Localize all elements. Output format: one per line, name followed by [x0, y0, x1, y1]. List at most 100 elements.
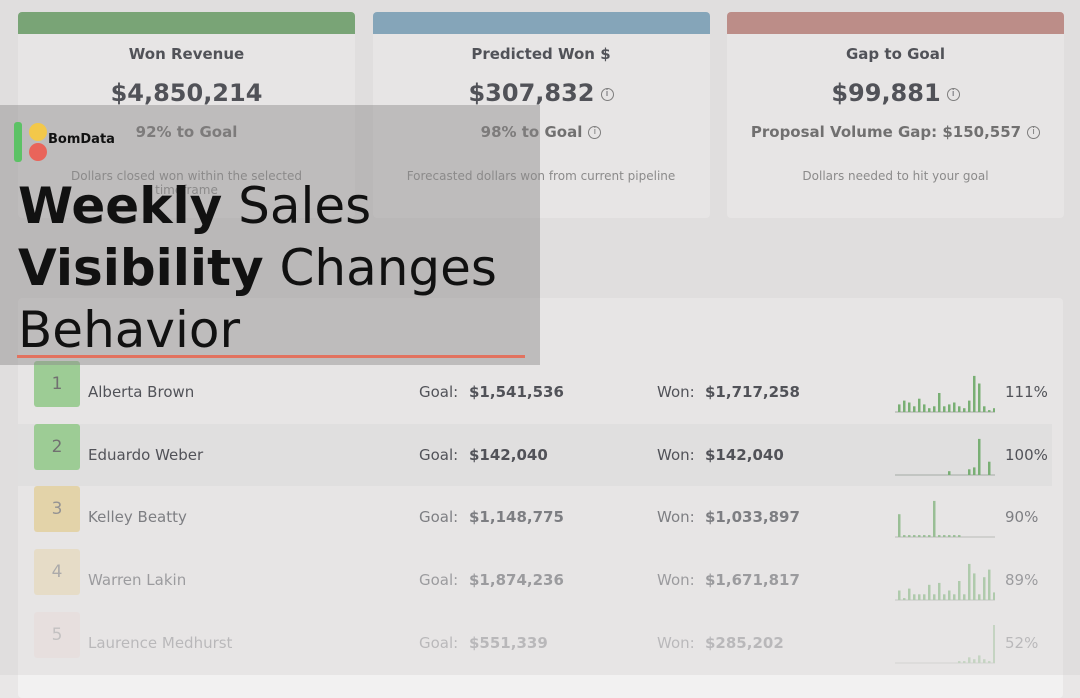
brand: BomData: [48, 132, 115, 147]
spark-bar: [923, 594, 926, 601]
won-label: Won:: [657, 445, 695, 464]
rank-badge: 5: [34, 611, 80, 658]
spark-bar: [908, 588, 911, 601]
value-text: $4,850,214: [110, 79, 263, 107]
goal-label: Goal:: [419, 445, 459, 464]
spark-bar: [973, 573, 976, 601]
headline-word: Visibility: [18, 239, 264, 297]
subtitle-text: 98% to Goal: [480, 123, 583, 141]
table-panel: [18, 298, 1063, 698]
percent: 111%: [1005, 383, 1048, 401]
spark-bar: [898, 404, 901, 412]
won: $285,202: [705, 633, 784, 652]
spark-bar: [953, 594, 956, 601]
spark-bar: [968, 657, 971, 663]
spark-bar: [938, 582, 941, 601]
card-subtitle: 98% to Goal i: [373, 123, 710, 141]
card-subtitle: Proposal Volume Gap: $150,557 i: [727, 123, 1064, 141]
rank-badge: 1: [34, 361, 80, 407]
name: Warren Lakin: [88, 571, 187, 590]
spark-bar: [958, 406, 961, 412]
spark-bar: [943, 535, 946, 538]
overlay: [0, 105, 540, 365]
spark-bar: [968, 400, 971, 412]
value-text: $307,832: [468, 79, 595, 107]
sparkline: [895, 624, 995, 664]
spark-bar: [988, 569, 991, 601]
card-title: Won Revenue: [128, 45, 245, 63]
spark-bar: [943, 406, 946, 412]
card-value: $307,832 i: [373, 79, 710, 107]
rank-badge: 2: [34, 423, 80, 470]
sparkline: [895, 563, 995, 601]
percent: 90%: [1005, 508, 1039, 527]
table-row: 5 Laurence Medhurst Goal: $551,339 Won: $285,…: [18, 611, 1052, 674]
spark-bar: [968, 563, 971, 601]
spark-bar: [978, 655, 981, 663]
spark-bar: [988, 410, 991, 412]
spark-bar: [983, 406, 986, 412]
spark-bar: [958, 581, 961, 601]
percent: 89%: [1005, 571, 1039, 590]
spark-bar: [923, 404, 926, 412]
spark-bar: [953, 402, 956, 412]
spark-bar: [958, 535, 961, 538]
card-description: Dollars needed to hit your goal: [802, 169, 989, 183]
spark-bar: [898, 590, 901, 601]
spark-bar: [933, 501, 936, 538]
goal: $551,339: [469, 633, 548, 652]
sparkline: [895, 375, 995, 413]
rank-badge: 3: [34, 486, 80, 533]
card-header: [18, 12, 355, 34]
headline-line: Visibility Changes: [18, 237, 497, 299]
headline-line: Weekly Sales: [18, 175, 497, 237]
goal-label: Goal:: [419, 571, 459, 590]
goal: $1,541,536: [469, 383, 564, 401]
goal: $1,874,236: [469, 571, 564, 590]
subtitle-text: Proposal Volume Gap: $150,557: [750, 123, 1022, 141]
logo: [14, 122, 47, 162]
spark-bar: [938, 535, 941, 538]
name: Alberta Brown: [88, 383, 195, 401]
headline-word: Changes: [279, 239, 497, 297]
spark-bar: [953, 535, 956, 538]
spark-bar: [973, 658, 976, 663]
table-row: 4 Warren Lakin Goal: $1,874,236 Won: $1,671,8…: [18, 549, 1052, 611]
card-subtitle: 92% to Goal: [18, 123, 355, 141]
spark-bar: [928, 408, 931, 412]
spark-bar: [993, 592, 995, 601]
spark-bar: [943, 594, 946, 601]
card-value: $99,881 i: [727, 79, 1064, 107]
goal-label: Goal:: [419, 383, 459, 401]
spark-bar: [903, 598, 906, 601]
spark-bar: [928, 584, 931, 601]
spark-bar: [918, 398, 921, 412]
spark-bar: [973, 375, 976, 412]
spark-bar: [978, 594, 981, 601]
subtitle-text: 92% to Goal: [135, 123, 238, 141]
underline: [17, 355, 525, 358]
spark-bar: [983, 577, 986, 601]
page: Won Revenue $4,850,214 92% to Goal Dollars …: [0, 0, 1080, 675]
card-description: Forecasted dollars won from current pipe…: [406, 169, 676, 183]
spark-bar: [963, 660, 966, 663]
spark-bar: [963, 408, 966, 412]
card-value: $4,850,214: [18, 79, 355, 107]
spark-bar: [908, 535, 911, 538]
card: Predicted Won $ $307,832 i 98% to Goal i Fore…: [372, 12, 710, 218]
table-row: 1 Alberta Brown Goal: $1,541,536 Won: $1,717,…: [18, 361, 1052, 423]
veil: [0, 0, 1080, 675]
value-text: $99,881: [831, 79, 941, 107]
goal-label: Goal:: [419, 508, 459, 527]
name: Laurence Medhurst: [88, 633, 233, 652]
spark-bar: [928, 535, 931, 538]
spark-bar: [973, 467, 976, 475]
spark-bar: [938, 393, 941, 412]
won: $1,717,258: [705, 383, 800, 401]
card-description: Dollars closed won within the selected t…: [71, 169, 302, 197]
name: Kelley Beatty: [88, 508, 187, 527]
spark-bar: [913, 594, 916, 601]
spark-bar: [968, 468, 971, 475]
name: Eduardo Weber: [88, 445, 204, 464]
spark-bar: [913, 406, 916, 412]
